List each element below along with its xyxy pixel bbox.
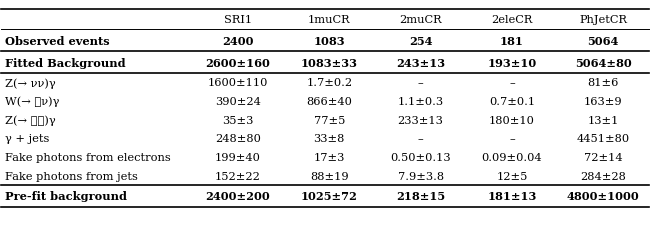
Text: 180±10: 180±10 [489,115,535,125]
Text: 152±22: 152±22 [215,171,261,181]
Text: 181: 181 [500,36,524,47]
Text: 2600±160: 2600±160 [206,58,270,68]
Text: –: – [418,78,423,88]
Text: 17±3: 17±3 [314,152,345,162]
Text: 199±40: 199±40 [215,152,261,162]
Text: SRI1: SRI1 [224,15,252,25]
Text: 1600±110: 1600±110 [208,78,268,88]
Text: Fake photons from jets: Fake photons from jets [5,171,137,181]
Text: 81±6: 81±6 [587,78,619,88]
Text: 12±5: 12±5 [496,171,527,181]
Text: 193±10: 193±10 [487,58,536,68]
Text: Z(→ νν)γ: Z(→ νν)γ [5,78,55,88]
Text: –: – [418,134,423,144]
Text: 866±40: 866±40 [307,97,352,106]
Text: Fake photons from electrons: Fake photons from electrons [5,152,171,162]
Text: 35±3: 35±3 [223,115,254,125]
Text: 2400±200: 2400±200 [206,190,270,202]
Text: Z(→ ℓℓ)γ: Z(→ ℓℓ)γ [5,115,55,126]
Text: Fitted Background: Fitted Background [5,58,125,68]
Text: Pre-fit background: Pre-fit background [5,190,127,202]
Text: 1083±33: 1083±33 [301,58,358,68]
Text: 1.1±0.3: 1.1±0.3 [398,97,443,106]
Text: –: – [509,78,515,88]
Text: 254: 254 [409,36,432,47]
Text: 0.50±0.13: 0.50±0.13 [391,152,451,162]
Text: 1muCR: 1muCR [308,15,351,25]
Text: 4800±1000: 4800±1000 [567,190,639,202]
Text: 5064: 5064 [587,36,619,47]
Text: 284±28: 284±28 [580,171,626,181]
Text: 218±15: 218±15 [396,190,445,202]
Text: 233±13: 233±13 [398,115,443,125]
Text: 72±14: 72±14 [584,152,622,162]
Text: 248±80: 248±80 [215,134,261,144]
Text: 1.7±0.2: 1.7±0.2 [306,78,352,88]
Text: 0.09±0.04: 0.09±0.04 [482,152,542,162]
Text: 1083: 1083 [314,36,345,47]
Text: 13±1: 13±1 [587,115,619,125]
Text: 181±13: 181±13 [487,190,536,202]
Text: 243±13: 243±13 [396,58,445,68]
Text: 88±19: 88±19 [310,171,349,181]
Text: 2400: 2400 [222,36,254,47]
Text: 390±24: 390±24 [215,97,261,106]
Text: Observed events: Observed events [5,36,109,47]
Text: 4451±80: 4451±80 [577,134,630,144]
Text: 77±5: 77±5 [314,115,345,125]
Text: 5064±80: 5064±80 [575,58,631,68]
Text: PhJetCR: PhJetCR [579,15,627,25]
Text: 2muCR: 2muCR [399,15,442,25]
Text: γ + jets: γ + jets [5,134,49,144]
Text: 1025±72: 1025±72 [301,190,358,202]
Text: 33±8: 33±8 [314,134,345,144]
Text: 0.7±0.1: 0.7±0.1 [489,97,535,106]
Text: –: – [509,134,515,144]
Text: 163±9: 163±9 [584,97,622,106]
Text: W(→ ℓν)γ: W(→ ℓν)γ [5,96,59,107]
Text: 7.9±3.8: 7.9±3.8 [398,171,443,181]
Text: 2eleCR: 2eleCR [492,15,533,25]
